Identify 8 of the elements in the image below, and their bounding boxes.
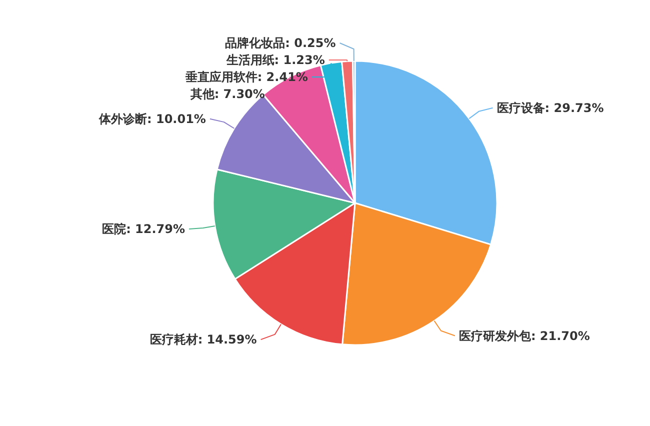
slice-label: 其他: 7.30% — [189, 87, 265, 102]
slice-label: 体外诊断: 10.01% — [98, 112, 206, 126]
slice-label: 医疗研发外包: 21.70% — [458, 328, 590, 343]
slice-label: 品牌化妆品: 0.25% — [225, 36, 336, 50]
slice-label: 医疗耗材: 14.59% — [150, 332, 257, 347]
slice-label: 医疗设备: 29.73% — [496, 100, 604, 115]
slice-label: 生活用纸: 1.23% — [225, 53, 325, 68]
slice-label: 医院: 12.79% — [102, 222, 186, 236]
